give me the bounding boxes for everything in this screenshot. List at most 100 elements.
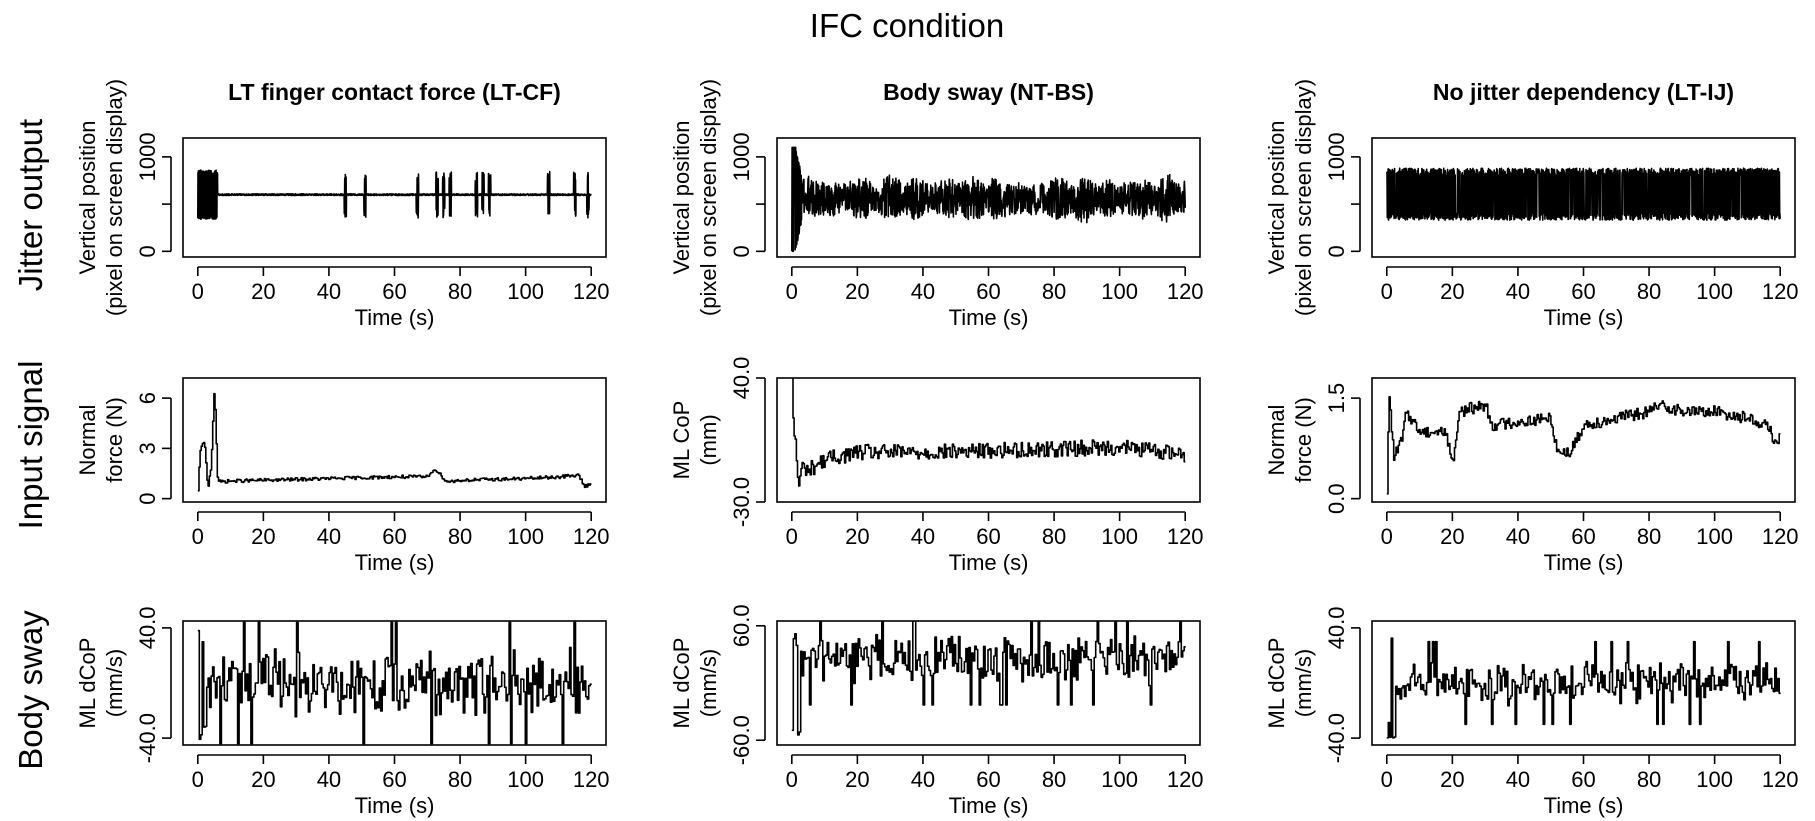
y-tick-label: -40.0 [135, 713, 160, 763]
y-tick-label: 1000 [729, 132, 754, 181]
x-tick-label: 100 [507, 524, 544, 549]
x-tick-label: 80 [448, 767, 472, 792]
x-tick-label: 0 [1381, 279, 1393, 304]
chart-panel: No jitter dependency (LT-IJ) 0 20 40 60 80 100… [1264, 79, 1799, 330]
y-tick-label: -40.0 [1324, 713, 1349, 763]
y-axis-label: (mm/s) [1291, 649, 1316, 717]
y-tick-label: 0.0 [1324, 483, 1349, 514]
y-tick-label: -30.0 [729, 477, 754, 527]
y-axis-label: (mm/s) [102, 649, 127, 717]
chart-panel: 0 20 40 60 80 100 120 Time (s) 0 3 6 Normal force (N… [75, 377, 610, 575]
x-tick-label: 120 [1167, 279, 1204, 304]
x-tick-label: 0 [786, 767, 798, 792]
x-tick-label: 80 [1042, 524, 1066, 549]
y-tick-label: 1000 [135, 132, 160, 181]
x-tick-label: 0 [192, 279, 204, 304]
y-axis-label: (pixel on screen display) [1291, 79, 1316, 316]
row-label-input-signal: Input signal [12, 361, 49, 530]
x-tick-label: 100 [507, 279, 544, 304]
x-axis-label: Time (s) [1544, 550, 1624, 575]
y-axis-label: ML dCoP [75, 638, 100, 729]
plot-frame [776, 620, 1201, 746]
panels-group: LT finger contact force (LT-CF) 0 20 40 60 80… [75, 79, 1799, 818]
x-axis-label: Time (s) [355, 550, 435, 575]
plot-frame [1371, 137, 1796, 258]
x-tick-label: 80 [1042, 279, 1066, 304]
x-axis-label: Time (s) [949, 305, 1029, 330]
x-axis-label: Time (s) [949, 550, 1029, 575]
plot-frame [182, 377, 607, 503]
chart-panel: 0 20 40 60 80 100 120 Time (s) 0.0 1.5 Normal force… [1264, 377, 1799, 575]
plot-frame [1371, 377, 1796, 503]
x-tick-label: 20 [845, 524, 869, 549]
y-tick-label: 40.0 [729, 357, 754, 400]
x-tick-label: 40 [1506, 524, 1530, 549]
y-tick-label: 0 [135, 245, 160, 257]
x-tick-label: 0 [786, 279, 798, 304]
x-axis-label: Time (s) [949, 793, 1029, 818]
series-line [791, 146, 1186, 253]
y-axis-label: (pixel on screen display) [102, 79, 127, 316]
x-tick-label: 100 [1101, 767, 1138, 792]
x-axis-label: Time (s) [1544, 305, 1624, 330]
x-tick-label: 120 [573, 524, 610, 549]
y-axis-label: ML CoP [669, 401, 694, 480]
plot-frame [182, 137, 607, 258]
chart-panel: 0 20 40 60 80 100 120 Time (s) -40.0 40.0 ML dCoP(… [1264, 606, 1799, 818]
series-line [1386, 396, 1781, 495]
x-axis-label: Time (s) [355, 793, 435, 818]
x-tick-label: 100 [1101, 279, 1138, 304]
series-line [1386, 167, 1781, 221]
x-axis-label: Time (s) [1544, 793, 1624, 818]
x-tick-label: 40 [911, 524, 935, 549]
chart-panel: LT finger contact force (LT-CF) 0 20 40 60 80… [75, 79, 610, 330]
x-tick-label: 60 [382, 524, 406, 549]
x-tick-label: 60 [1571, 767, 1595, 792]
x-tick-label: 100 [507, 767, 544, 792]
series-line [792, 378, 1186, 487]
series-line [791, 621, 1186, 736]
y-axis-label: (mm/s) [696, 649, 721, 717]
x-tick-label: 80 [448, 279, 472, 304]
x-tick-label: 40 [317, 524, 341, 549]
x-tick-label: 80 [1637, 767, 1661, 792]
x-tick-label: 120 [1167, 767, 1204, 792]
x-tick-label: 80 [1637, 524, 1661, 549]
series-line [197, 169, 592, 220]
x-tick-label: 40 [1506, 279, 1530, 304]
y-axis-label: (mm) [696, 414, 721, 465]
y-tick-label: 1000 [1324, 132, 1349, 181]
y-tick-label: 60.0 [729, 604, 754, 647]
x-tick-label: 120 [573, 767, 610, 792]
y-axis-label: force (N) [1291, 397, 1316, 483]
x-tick-label: 20 [1440, 767, 1464, 792]
x-tick-label: 120 [1762, 767, 1799, 792]
x-tick-label: 0 [192, 524, 204, 549]
x-tick-label: 20 [845, 767, 869, 792]
plot-frame [776, 137, 1201, 258]
y-axis-label: Normal [75, 405, 100, 476]
y-axis-label: ML dCoP [1264, 638, 1289, 729]
panel-title: LT finger contact force (LT-CF) [228, 79, 561, 105]
x-tick-label: 80 [448, 524, 472, 549]
y-axis-label: Vertical position [669, 120, 694, 274]
x-tick-label: 100 [1696, 767, 1733, 792]
x-tick-label: 0 [786, 524, 798, 549]
row-label-jitter-output: Jitter output [12, 119, 49, 291]
plot-frame [182, 620, 607, 746]
x-tick-label: 100 [1696, 279, 1733, 304]
x-tick-label: 80 [1042, 767, 1066, 792]
y-tick-label: 0 [135, 493, 160, 505]
panel-title: Body sway (NT-BS) [883, 79, 1094, 105]
x-tick-label: 20 [251, 524, 275, 549]
y-tick-label: 40.0 [1324, 606, 1349, 649]
y-tick-label: 0 [729, 245, 754, 257]
y-axis-label: ML dCoP [669, 638, 694, 729]
chart-panel: 0 20 40 60 80 100 120 Time (s) -60.0 60.0 ML dCoP(… [669, 604, 1204, 818]
x-tick-label: 60 [382, 279, 406, 304]
y-tick-label: 3 [135, 442, 160, 454]
y-tick-label: 1.5 [1324, 383, 1349, 414]
x-tick-label: 40 [317, 279, 341, 304]
x-tick-label: 20 [251, 767, 275, 792]
